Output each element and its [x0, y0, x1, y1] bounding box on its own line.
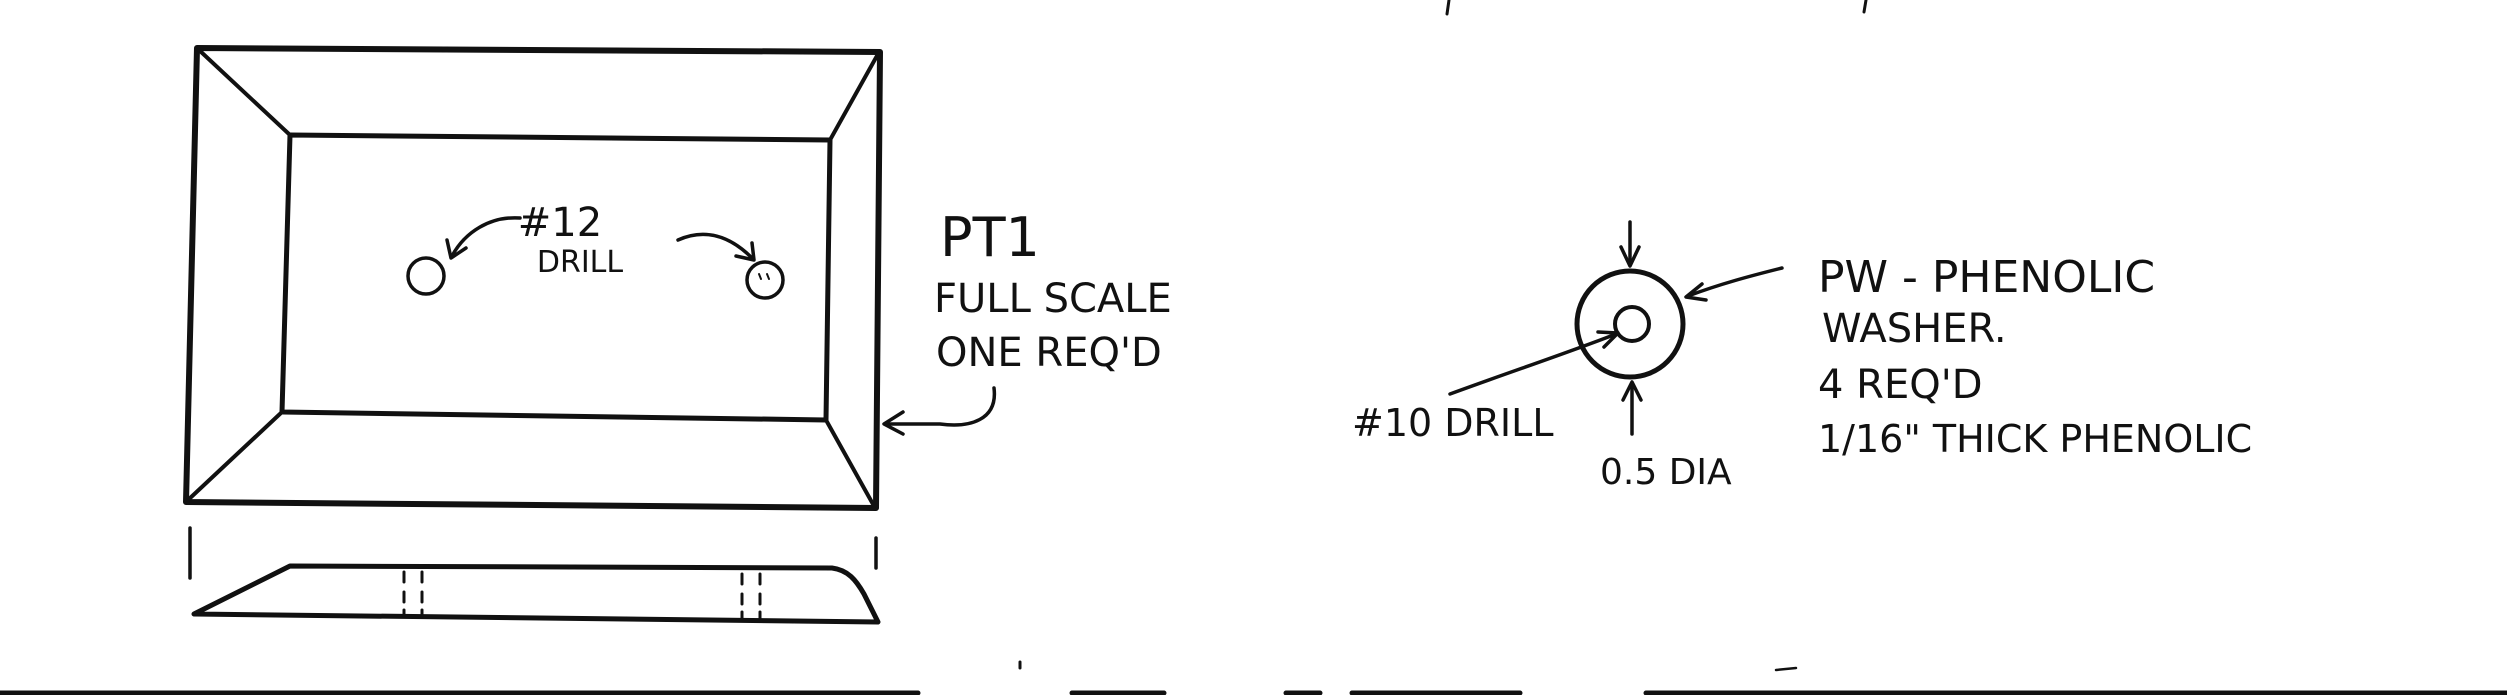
qty-note-plate: ONE REQ'D: [936, 330, 1162, 376]
hole-label-line1: #12: [518, 200, 602, 246]
washer-title: PW - PHENOLIC: [1818, 252, 2155, 303]
scale-note: FULL SCALE: [934, 276, 1172, 322]
washer-material-note: 1/16" THICK PHENOLIC: [1818, 417, 2252, 461]
plate-outer-outline: [183, 45, 883, 511]
arrowhead-washer-hole: [1596, 330, 1620, 349]
leader-arrow-pt1: [884, 386, 997, 427]
plate-bevel-line-tl: [197, 48, 292, 137]
dim-arrowhead-top: [1619, 245, 1641, 268]
arrowhead-washer-title: [1684, 282, 1708, 302]
leader-arrow-washer-title: [1686, 266, 1784, 298]
arrowhead-right-hole: [734, 241, 756, 262]
arrowhead-left-hole: [445, 238, 468, 260]
hole-mark: [758, 273, 770, 280]
washer-outer-circle: [1574, 268, 1686, 380]
plate-top-view: [183, 45, 997, 511]
top-mark: [1445, 0, 1451, 16]
plate-bevel-line-tr: [828, 52, 880, 142]
washer-hole-label: #10 DRILL: [1352, 401, 1554, 445]
dim-arrowhead-bottom: [1621, 380, 1643, 402]
hidden-hole-right: [740, 572, 762, 620]
leader-arrow-right-hole: [676, 232, 754, 260]
hole-label-line2: DRILL: [537, 245, 624, 280]
leader-arrow-washer-hole: [1448, 332, 1618, 396]
plate-bevel-line-bl: [186, 410, 284, 502]
plate-hole-right: [745, 260, 785, 300]
washer-title-line2: WASHER.: [1822, 306, 2007, 352]
washer-qty-note: 4 REQ'D: [1818, 362, 1983, 408]
top-mark: [1862, 0, 1868, 14]
washer-inner-circle: [1613, 305, 1651, 343]
plate-side-view: [188, 526, 881, 625]
plate-bevel-line-br: [824, 418, 876, 508]
bottom-mark: [1774, 666, 1798, 672]
leader-arrow-left-hole: [450, 216, 522, 258]
arrowhead-pt1: [882, 410, 905, 436]
hidden-hole-left: [402, 570, 424, 618]
plate-side-profile: [191, 563, 881, 625]
part-id-label: PT1: [940, 206, 1040, 269]
washer-diameter-label: 0.5 DIA: [1600, 452, 1732, 493]
washer-view: [1448, 220, 1784, 436]
plate-hole-left: [406, 256, 446, 296]
